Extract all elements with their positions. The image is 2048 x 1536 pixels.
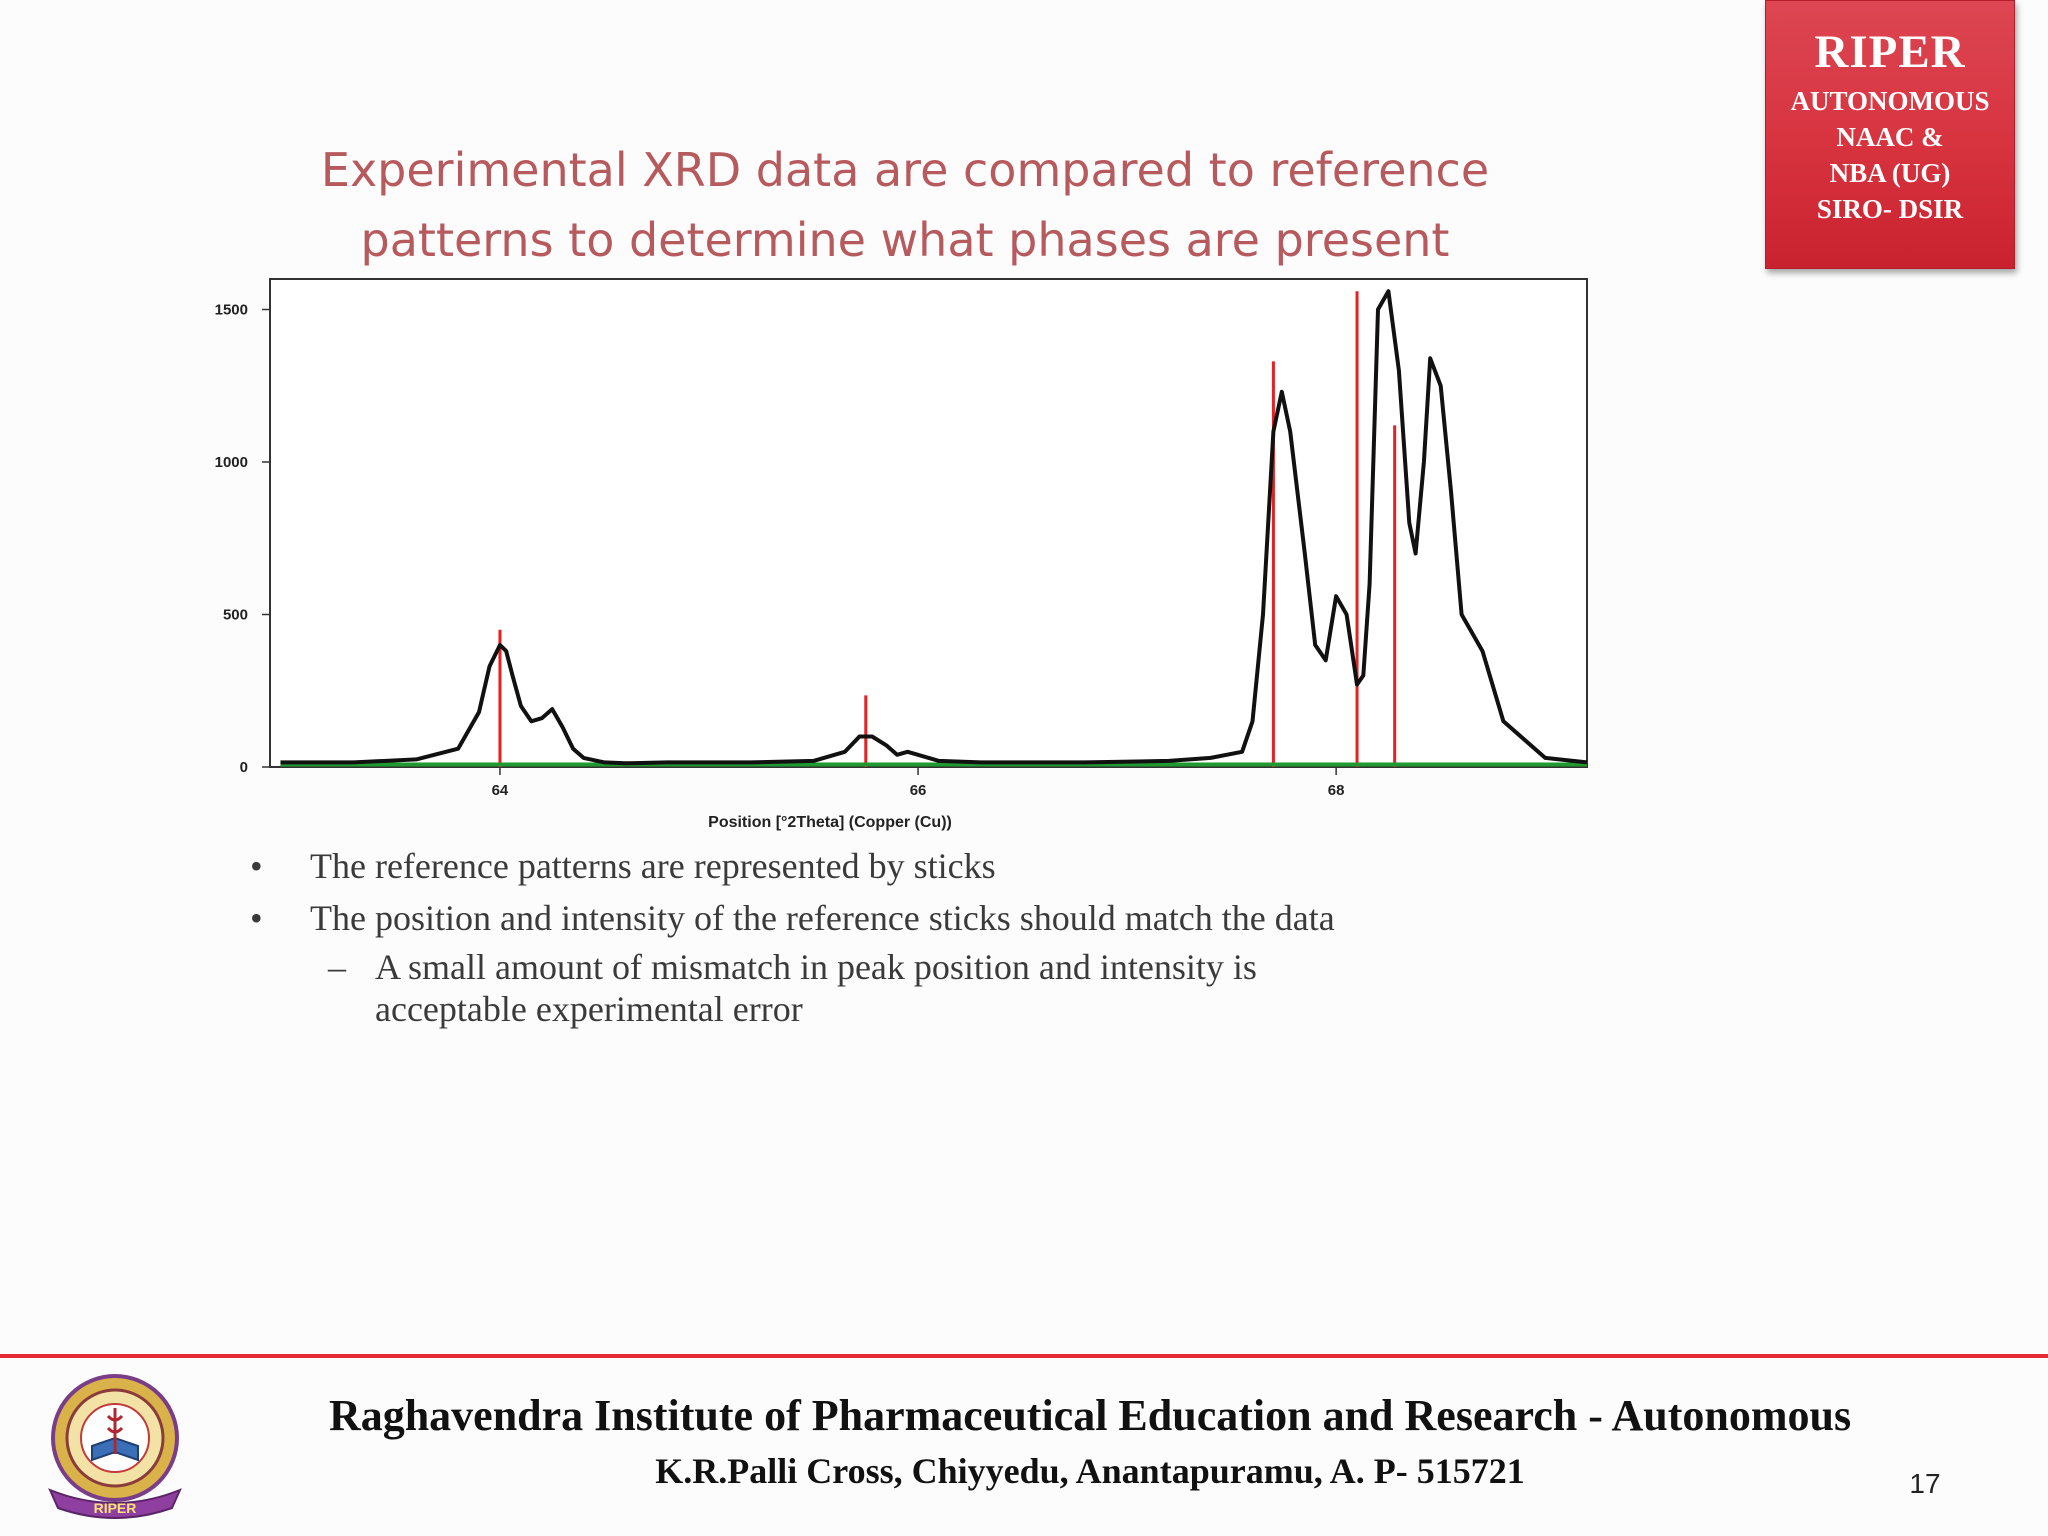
sub-bullet-item: – A small amount of mismatch in peak pos…: [250, 946, 1600, 1030]
badge-line-nba: NBA (UG): [1829, 158, 1951, 188]
slide-title-line-1: Experimental XRD data are compared to re…: [320, 143, 1490, 197]
badge-line-autonomous: AUTONOMOUS: [1790, 86, 1990, 116]
bullet-item: • The position and intensity of the refe…: [250, 894, 1600, 942]
sub-bullet-line-2: acceptable experimental error: [375, 989, 803, 1029]
x-tick-label: 64: [492, 782, 509, 799]
bullet-list: • The reference patterns are represented…: [250, 842, 1600, 1030]
x-axis: 64 66 68: [492, 767, 1345, 799]
slide-title: Experimental XRD data are compared to re…: [210, 135, 1600, 275]
plot-frame: [269, 278, 1588, 768]
bullet-text: The position and intensity of the refere…: [310, 898, 1335, 938]
sub-bullet-dash: –: [328, 947, 346, 987]
bullet-text: The reference patterns are represented b…: [310, 846, 996, 886]
badge-line-naac: NAAC &: [1836, 122, 1944, 152]
y-tick-label: 0: [240, 759, 248, 776]
bullet-dot: •: [250, 898, 263, 938]
logo-banner-text: RIPER: [94, 1500, 137, 1516]
institute-logo: RIPER: [48, 1374, 182, 1519]
xrd-chart: 0 500 1000 1500 64 66 68 Position [°2The…: [215, 278, 1588, 831]
x-tick-label: 68: [1328, 782, 1345, 799]
riper-badge: RIPER AUTONOMOUS NAAC & NBA (UG) SIRO- D…: [1765, 0, 2015, 269]
institute-address: K.R.Palli Cross, Chiyyedu, Anantapuramu,…: [655, 1451, 1525, 1491]
badge-line-siro: SIRO- DSIR: [1816, 194, 1964, 224]
page-number: 17: [1909, 1468, 1941, 1499]
bullet-item: • The reference patterns are represented…: [250, 842, 1600, 890]
institute-name: Raghavendra Institute of Pharmaceutical …: [328, 1391, 1852, 1440]
measured-pattern-line: [280, 289, 1588, 766]
x-tick-label: 66: [910, 782, 927, 799]
reference-sticks: [498, 291, 1397, 767]
y-tick-label: 1000: [215, 454, 248, 471]
y-tick-label: 500: [223, 607, 248, 624]
sub-bullet-line-1: A small amount of mismatch in peak posit…: [375, 947, 1257, 987]
y-axis: 0 500 1000 1500: [215, 302, 270, 776]
x-axis-label: Position [°2Theta] (Copper (Cu)): [708, 814, 952, 831]
bullet-dot: •: [250, 846, 263, 886]
footer-divider: [0, 1354, 2048, 1358]
y-tick-label: 1500: [215, 302, 248, 319]
slide-title-line-2: patterns to determine what phases are pr…: [360, 213, 1450, 267]
badge-title: RIPER: [1814, 26, 1966, 78]
